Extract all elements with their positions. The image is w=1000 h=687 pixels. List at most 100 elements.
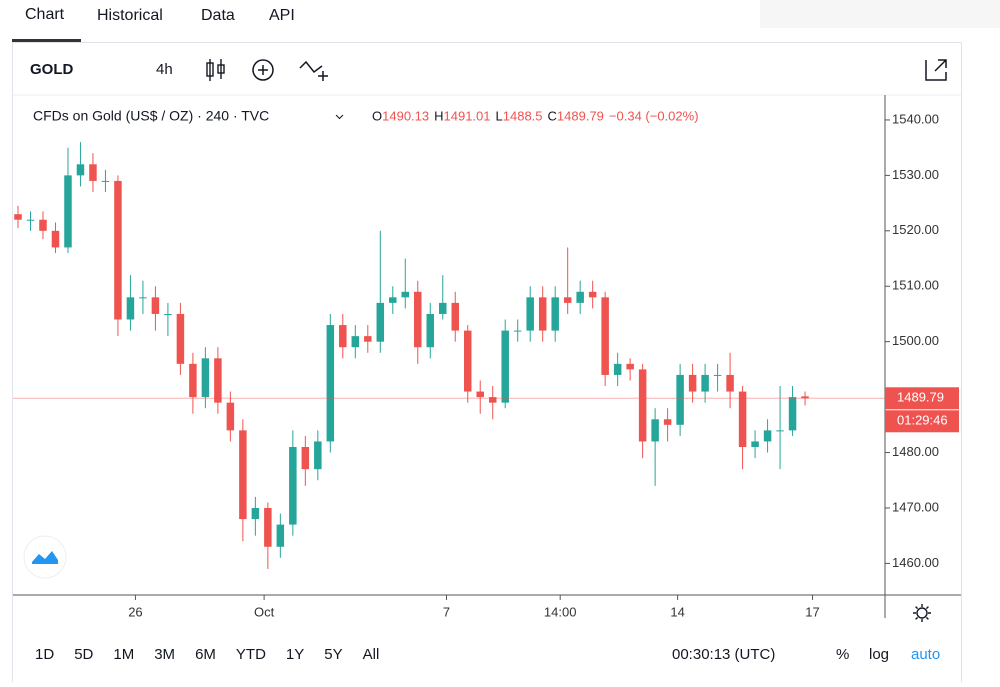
scale-option[interactable]: auto [911,646,940,663]
axes: 1460.001470.001480.001490.001500.001510.… [128,111,959,619]
candle-body [488,397,497,403]
clock: 00:30:13 (UTC) [672,646,775,663]
candle-body [451,302,459,331]
candle-body [476,391,484,398]
candle-body [751,441,759,447]
add-icon[interactable] [252,59,274,81]
candle-body [239,430,247,520]
candle-body [176,313,185,364]
last-price-badge [885,387,959,410]
range-button[interactable]: 1Y [286,646,304,663]
ohlc-letter: L [496,108,503,123]
tab[interactable]: Data [201,7,235,24]
candle-body [376,302,385,342]
candle-body [64,175,72,248]
candle-body [676,374,684,425]
candle-body [663,419,672,425]
fullscreen-icon[interactable] [925,59,947,81]
candle-body [576,291,584,303]
candle-body [538,297,547,331]
candle-body [364,336,372,342]
change: −0.34 (−0.02%) [609,108,699,123]
x-tick-label: Oct [254,604,275,619]
x-tick-label: 7 [443,604,450,619]
candle-body [251,507,260,520]
tab[interactable]: Historical [97,7,163,24]
candle-body [463,330,472,392]
range-button[interactable]: 5Y [324,646,342,663]
candle-body [688,374,697,392]
candle-body [314,441,322,470]
y-tick-label: 1470.00 [892,499,939,514]
tab[interactable]: API [269,7,295,24]
candle-body [26,219,35,221]
last-price: 1489.79 [897,390,944,405]
candle-body [701,374,709,392]
ohlc-letter: C [548,108,557,123]
candle-body [626,363,634,370]
candle-body [501,330,509,403]
range-button[interactable]: YTD [236,646,266,663]
candle-body [526,297,534,331]
candle-body [401,291,410,298]
countdown: 01:29:46 [897,413,948,428]
scale-option[interactable]: % [836,646,849,663]
indicator-icon[interactable] [299,60,328,81]
range-button[interactable]: All [363,646,380,663]
candle-body [426,313,435,348]
candle-body [164,313,172,315]
candle-body [601,297,609,375]
candle-body [776,430,784,432]
range-button[interactable]: 6M [195,646,216,663]
candle-body [101,180,110,182]
candle-body [276,524,285,547]
logo-badge[interactable] [23,535,67,579]
legend-title: CFDs on Gold (US$ / OZ) · 240 · TVC [33,108,269,124]
tab-underline [12,39,81,42]
scale-option[interactable]: log [869,646,889,663]
candle-body [89,164,97,181]
logo [32,551,58,564]
symbol[interactable]: GOLD [30,61,73,78]
tab[interactable]: Chart [25,6,65,23]
y-tick-label: 1500.00 [892,333,939,348]
range-button[interactable]: 5D [74,646,93,663]
candle-body [563,297,572,303]
countdown-badge [885,410,959,433]
candle-body [439,302,447,314]
candle-body [513,330,522,332]
chevron[interactable] [335,114,344,120]
candle-body [214,358,222,403]
candle-body [788,397,797,431]
candle-body [651,419,659,442]
interval[interactable]: 4h [156,61,173,78]
candle-body [114,180,122,320]
range-button[interactable]: 3M [154,646,175,663]
y-tick-label: 1530.00 [892,167,939,182]
candle-body [289,446,297,525]
ohlc-value: 1489.79 [557,108,604,123]
y-tick-label: 1520.00 [892,222,939,237]
candle-body [351,336,360,348]
candle-icon[interactable] [206,59,225,81]
range-button[interactable]: 1M [113,646,134,663]
x-tick-label: 26 [128,604,142,619]
candle-body [613,363,622,375]
y-tick-label: 1510.00 [892,278,939,293]
settings-icon[interactable] [913,604,931,622]
ohlc-legend: O 1490.13 H 1491.01 L 1488.5 C 1489.79 −0.34 (−0… [372,108,699,123]
candle-body [326,325,335,442]
range-button[interactable]: 1D [35,646,54,663]
candle-body [389,297,397,303]
ohlc-letter: H [434,108,443,123]
candle-body [189,363,197,398]
candle-body [76,164,85,176]
x-tick-label: 14 [670,604,684,619]
y-tick-label: 1460.00 [892,555,939,570]
plot [13,142,885,569]
candle-body [39,219,47,231]
candle-body [301,446,310,470]
widget [12,42,962,683]
candle-body [264,507,272,547]
